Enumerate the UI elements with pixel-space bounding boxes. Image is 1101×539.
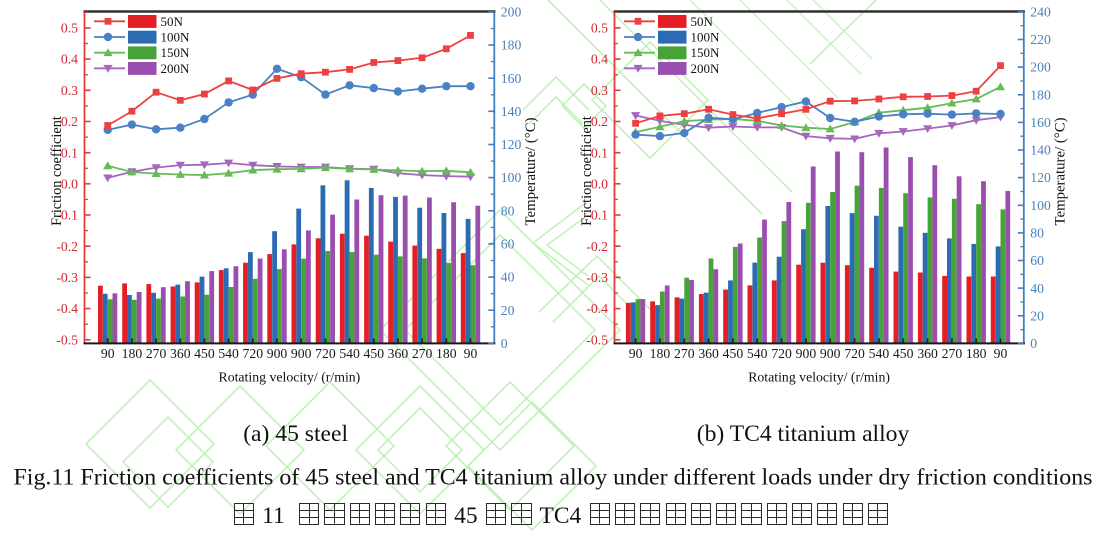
- svg-text:200: 200: [501, 5, 522, 20]
- svg-text:900: 900: [796, 346, 817, 361]
- svg-text:240: 240: [1030, 5, 1051, 20]
- svg-text:180: 180: [1030, 87, 1051, 102]
- svg-text:450: 450: [723, 346, 744, 361]
- svg-text:0: 0: [501, 336, 508, 351]
- svg-text:720: 720: [771, 346, 792, 361]
- svg-text:Rotating velocity/ (r/min): Rotating velocity/ (r/min): [219, 369, 361, 385]
- svg-text:100N: 100N: [161, 30, 191, 45]
- svg-text:80: 80: [1030, 226, 1044, 241]
- svg-text:40: 40: [1030, 281, 1044, 296]
- svg-text:220: 220: [1030, 32, 1051, 47]
- svg-text:450: 450: [893, 346, 914, 361]
- svg-text:-0.2: -0.2: [56, 239, 78, 254]
- svg-text:90: 90: [101, 346, 115, 361]
- svg-text:200N: 200N: [691, 61, 721, 76]
- svg-text:540: 540: [339, 346, 360, 361]
- svg-text:Fig.11 Friction coefficients o: Fig.11 Friction coefficients of 45 steel…: [14, 465, 1093, 491]
- svg-text:0.1: 0.1: [61, 145, 78, 160]
- svg-text:720: 720: [844, 346, 865, 361]
- svg-text:900: 900: [820, 346, 841, 361]
- svg-text:60: 60: [1030, 253, 1044, 268]
- svg-text:-0.1: -0.1: [586, 208, 608, 223]
- svg-text:540: 540: [869, 346, 890, 361]
- svg-text:(b) TC4 titanium alloy: (b) TC4 titanium alloy: [697, 421, 910, 447]
- svg-text:0.0: 0.0: [591, 176, 608, 191]
- svg-text:0.4: 0.4: [61, 52, 78, 67]
- svg-text:180: 180: [650, 346, 671, 361]
- svg-text:-0.4: -0.4: [586, 301, 608, 316]
- svg-text:90: 90: [629, 346, 643, 361]
- svg-text:360: 360: [917, 346, 938, 361]
- svg-text:120: 120: [1030, 170, 1051, 185]
- svg-text:140: 140: [1030, 143, 1051, 158]
- svg-text:120: 120: [501, 137, 522, 152]
- svg-text:50N: 50N: [161, 14, 184, 29]
- svg-text:180: 180: [966, 346, 987, 361]
- svg-text:90: 90: [464, 346, 478, 361]
- svg-text:180: 180: [501, 38, 522, 53]
- svg-text:-0.2: -0.2: [586, 239, 608, 254]
- svg-text:0.4: 0.4: [591, 52, 608, 67]
- svg-text:-0.5: -0.5: [586, 332, 608, 347]
- svg-text:60: 60: [501, 237, 515, 252]
- svg-text:150N: 150N: [691, 45, 721, 60]
- svg-text:200: 200: [1030, 60, 1051, 75]
- svg-text:20: 20: [501, 303, 515, 318]
- svg-text:-0.3: -0.3: [56, 270, 78, 285]
- svg-text:Friction coefficient: Friction coefficient: [49, 116, 65, 226]
- svg-text:900: 900: [267, 346, 288, 361]
- svg-text:Rotating velocity/ (r/min): Rotating velocity/ (r/min): [748, 369, 890, 385]
- svg-text:360: 360: [698, 346, 719, 361]
- svg-text:0.3: 0.3: [61, 83, 78, 98]
- svg-text:-0.4: -0.4: [56, 301, 78, 316]
- svg-text:100: 100: [1030, 198, 1051, 213]
- svg-text:Friction coefficient: Friction coefficient: [579, 116, 595, 226]
- svg-text:270: 270: [146, 346, 167, 361]
- svg-text:0.5: 0.5: [591, 21, 608, 36]
- svg-text:0.2: 0.2: [61, 114, 78, 129]
- svg-text:270: 270: [412, 346, 433, 361]
- svg-text:140: 140: [501, 104, 522, 119]
- svg-text:180: 180: [436, 346, 457, 361]
- svg-text:(a) 45 steel: (a) 45 steel: [243, 421, 348, 447]
- svg-text:360: 360: [170, 346, 191, 361]
- svg-text:0.5: 0.5: [61, 21, 78, 36]
- svg-text:80: 80: [501, 203, 515, 218]
- svg-text:180: 180: [122, 346, 143, 361]
- svg-text:Temperature/ (°C): Temperature/ (°C): [523, 117, 539, 225]
- svg-text:900: 900: [291, 346, 312, 361]
- svg-text:0.0: 0.0: [61, 176, 78, 191]
- svg-text:40: 40: [501, 270, 515, 285]
- svg-text:160: 160: [501, 71, 522, 86]
- svg-text:200N: 200N: [161, 61, 191, 76]
- svg-text:0: 0: [1030, 336, 1037, 351]
- svg-text:-0.5: -0.5: [56, 332, 78, 347]
- svg-text:450: 450: [194, 346, 215, 361]
- svg-text:150N: 150N: [161, 45, 191, 60]
- svg-text:90: 90: [994, 346, 1008, 361]
- svg-text:540: 540: [747, 346, 768, 361]
- svg-text:50N: 50N: [691, 14, 714, 29]
- svg-text:-0.1: -0.1: [56, 208, 78, 223]
- svg-text:270: 270: [942, 346, 963, 361]
- svg-text:-0.3: -0.3: [586, 270, 608, 285]
- svg-text:100: 100: [501, 170, 522, 185]
- svg-text:720: 720: [243, 346, 264, 361]
- svg-text:540: 540: [218, 346, 239, 361]
- svg-text:0.3: 0.3: [591, 83, 608, 98]
- svg-text:450: 450: [364, 346, 385, 361]
- svg-text:160: 160: [1030, 115, 1051, 130]
- svg-text:20: 20: [1030, 308, 1044, 323]
- svg-text:Temperature/ (°C): Temperature/ (°C): [1053, 117, 1069, 225]
- svg-text:0.2: 0.2: [591, 114, 608, 129]
- svg-text:720: 720: [315, 346, 336, 361]
- svg-text:360: 360: [388, 346, 409, 361]
- svg-text:100N: 100N: [691, 30, 721, 45]
- svg-text:0.1: 0.1: [591, 145, 608, 160]
- svg-text:270: 270: [674, 346, 695, 361]
